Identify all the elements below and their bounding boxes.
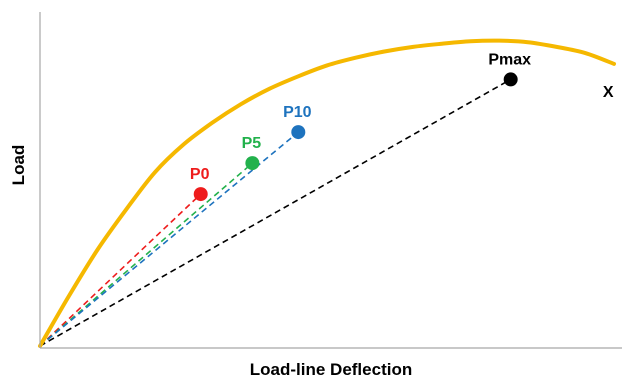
load-curve-line — [38, 38, 616, 348]
axes — [39, 12, 622, 349]
point-label-p10: P10 — [283, 104, 312, 121]
end-marker: X — [603, 84, 614, 101]
secant-line-p0 — [39, 193, 202, 347]
secant-line-p5 — [39, 162, 253, 347]
point-label-p5: P5 — [242, 135, 262, 152]
secant-line-pmax — [39, 78, 512, 347]
point-label-pmax: Pmax — [488, 51, 531, 68]
point-p0 — [193, 187, 208, 202]
marked-points: P0 P5 P10 Pmax X — [190, 51, 614, 202]
secant-line-p10 — [39, 131, 299, 347]
point-p5 — [245, 156, 260, 171]
point-pmax — [503, 72, 518, 87]
point-label-p0: P0 — [190, 166, 210, 183]
x-axis-title: Load-line Deflection — [250, 360, 412, 378]
secant-lines — [39, 78, 512, 347]
load-curve — [38, 38, 616, 348]
y-axis-title: Load — [9, 145, 28, 186]
point-p10 — [291, 125, 306, 140]
